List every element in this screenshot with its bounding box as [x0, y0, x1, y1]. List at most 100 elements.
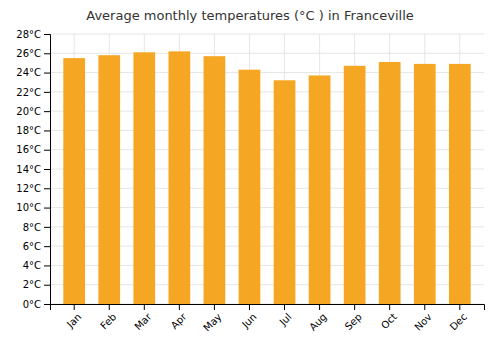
- tick-mark: [44, 34, 50, 35]
- tick: 24°C: [16, 67, 50, 78]
- tick: 12°C: [16, 183, 50, 194]
- tick-label: 6°C: [23, 241, 41, 252]
- tick-label: Aug: [307, 311, 329, 333]
- tick-label: 26°C: [16, 48, 41, 59]
- tick-label: 20°C: [16, 106, 41, 117]
- tick-mark: [44, 208, 50, 209]
- tick: 6°C: [23, 241, 50, 252]
- tick-mark: [44, 169, 50, 170]
- tick: May: [201, 304, 223, 333]
- tick-label: 0°C: [23, 299, 41, 310]
- bars: [63, 51, 470, 304]
- bar: [274, 80, 296, 304]
- axis-line: [44, 35, 51, 305]
- tick: Oct: [379, 304, 399, 331]
- tick-label: 24°C: [16, 67, 41, 78]
- grid: [50, 34, 484, 304]
- tick: 26°C: [16, 48, 50, 59]
- tick-mark: [389, 304, 390, 310]
- tick: 22°C: [16, 87, 50, 98]
- tick-mark: [179, 304, 180, 310]
- bar: [63, 58, 85, 304]
- tick: Jan: [64, 304, 83, 330]
- tick-mark: [109, 304, 110, 310]
- tick: 16°C: [16, 144, 50, 155]
- tick: 10°C: [16, 202, 50, 213]
- tick-label: 16°C: [16, 144, 41, 155]
- tick: Dec: [448, 304, 469, 333]
- tick: 18°C: [16, 125, 50, 136]
- tick-label: 12°C: [16, 183, 41, 194]
- grid-line: [50, 53, 484, 54]
- tick-mark: [44, 227, 50, 228]
- tick-mark: [44, 150, 50, 151]
- bar: [239, 70, 261, 304]
- tick-label: Oct: [379, 311, 399, 331]
- tick-mark: [44, 188, 50, 189]
- x-axis: Jan Feb Mar Apr May Jun Jul Aug Sep Oct Nov Dec: [51, 304, 485, 333]
- tick-mark: [319, 304, 320, 310]
- tick-label: 18°C: [16, 125, 41, 136]
- tick-label: Dec: [448, 311, 469, 332]
- tick-label: Jan: [64, 311, 83, 330]
- tick-label: Feb: [98, 311, 118, 331]
- title: Average monthly temperatures (°C ) in Fr…: [86, 8, 414, 23]
- tick: 28°C: [16, 29, 50, 40]
- bar: [309, 75, 331, 304]
- tick-mark: [44, 304, 50, 305]
- grid-line: [50, 34, 484, 35]
- bar: [204, 56, 226, 304]
- bar: [133, 52, 155, 304]
- tick-label: Apr: [169, 310, 190, 331]
- tick: 4°C: [23, 260, 50, 271]
- tick-label: Jul: [277, 311, 294, 328]
- tick-mark: [44, 111, 50, 112]
- tick-label: Sep: [343, 311, 364, 332]
- tick-label: 8°C: [23, 222, 41, 233]
- tick-mark: [284, 304, 285, 310]
- tick-label: May: [201, 311, 223, 333]
- tick: Aug: [307, 304, 329, 333]
- tick-mark: [44, 130, 50, 131]
- chart: 0°C 2°C 4°C 6°C 8°C 10°C 12°C 14°C 16°C 18°C 20°C 2…: [0, 0, 500, 350]
- tick-mark: [44, 246, 50, 247]
- tick-mark: [249, 304, 250, 310]
- tick: 2°C: [23, 279, 50, 290]
- tick-label: Jun: [239, 311, 259, 331]
- tick-label: Nov: [412, 311, 434, 333]
- tick-label: 22°C: [16, 87, 41, 98]
- tick: 0°C: [23, 299, 50, 310]
- bar: [414, 64, 436, 304]
- tick: Jun: [239, 304, 259, 331]
- tick-mark: [214, 304, 215, 310]
- y-axis: 0°C 2°C 4°C 6°C 8°C 10°C 12°C 14°C 16°C 18°C 20°C 2…: [16, 29, 50, 310]
- tick: Sep: [343, 304, 364, 332]
- tick-mark: [44, 285, 50, 286]
- tick: 20°C: [16, 106, 50, 117]
- bar: [168, 51, 190, 304]
- tick-label: 2°C: [23, 279, 41, 290]
- tick-label: 28°C: [16, 29, 41, 40]
- tick: 8°C: [23, 222, 50, 233]
- tick-label: Mar: [132, 310, 154, 332]
- tick-mark: [44, 53, 50, 54]
- tick-mark: [144, 304, 145, 310]
- tick-mark: [74, 304, 75, 310]
- bar: [379, 62, 401, 304]
- plot: 0°C 2°C 4°C 6°C 8°C 10°C 12°C 14°C 16°C 18°C 20°C 2…: [16, 29, 484, 334]
- bar: [449, 64, 471, 304]
- tick-mark: [459, 304, 460, 310]
- tick-label: 4°C: [23, 260, 41, 271]
- tick: Apr: [169, 304, 190, 331]
- tick: Feb: [98, 304, 118, 331]
- tick-mark: [44, 265, 50, 266]
- bar: [344, 66, 366, 304]
- tick-label: 10°C: [16, 202, 41, 213]
- tick-mark: [424, 304, 425, 310]
- tick-mark: [354, 304, 355, 310]
- tick-label: 14°C: [16, 164, 41, 175]
- tick: 14°C: [16, 164, 50, 175]
- tick: Mar: [132, 304, 154, 332]
- tick: Nov: [412, 304, 434, 333]
- bar: [98, 55, 120, 304]
